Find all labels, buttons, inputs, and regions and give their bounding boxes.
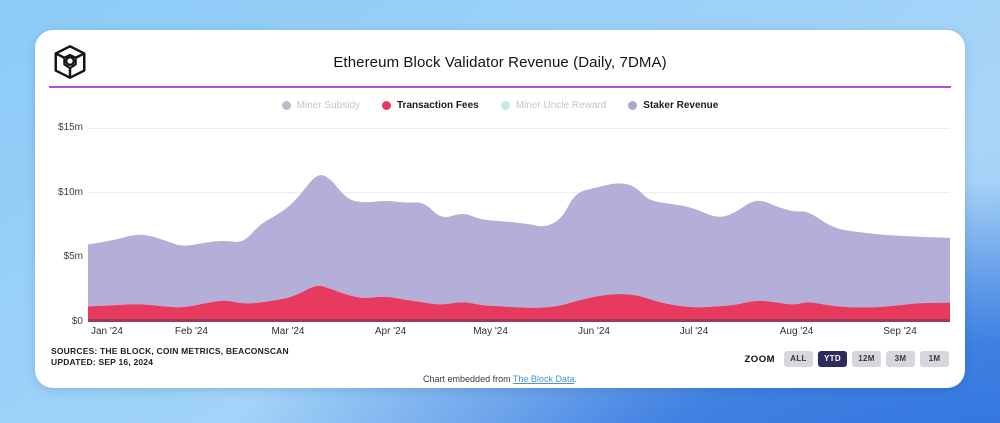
- x-tick-label: Jun '24: [578, 326, 610, 337]
- x-tick-label: Mar '24: [271, 326, 305, 337]
- legend-item-staker-revenue[interactable]: Staker Revenue: [628, 100, 718, 111]
- the-block-logo-icon[interactable]: [51, 43, 89, 81]
- y-tick-label: $5m: [63, 251, 83, 263]
- embed-text: Chart embedded from: [423, 374, 513, 384]
- x-tick-label: Sep '24: [883, 326, 917, 337]
- zoom-button-12m[interactable]: 12M: [852, 351, 881, 367]
- x-tick-label: Jan '24: [90, 326, 123, 337]
- legend-item-miner-uncle-reward[interactable]: Miner Uncle Reward: [500, 100, 607, 111]
- zoom-button-3m[interactable]: 3M: [886, 351, 915, 367]
- legend-item-label: Transaction Fees: [397, 100, 479, 111]
- legend-item-transaction-fees[interactable]: Transaction Fees: [382, 100, 479, 111]
- legend: Miner Subsidy Transaction Fees Miner Uncle…: [35, 100, 965, 111]
- y-tick-label: $15m: [57, 122, 83, 133]
- embed-attribution: Chart embedded from The Block Data.: [35, 374, 965, 384]
- zoom-label: ZOOM: [744, 353, 775, 365]
- legend-item-label: Miner Uncle Reward: [515, 100, 607, 111]
- area-chart-plot[interactable]: [88, 128, 950, 322]
- transaction-fees-area: [88, 285, 950, 322]
- updated-line: UPDATED: SEP 16, 2024: [51, 357, 154, 367]
- x-axis-baseline: [88, 319, 950, 322]
- zoom-button-all[interactable]: ALL: [784, 351, 813, 367]
- chart-card: Ethereum Block Validator Revenue (Daily,…: [35, 30, 965, 388]
- legend-dot-icon: [281, 101, 291, 110]
- embed-suffix: .: [574, 374, 577, 384]
- x-tick-label: Feb '24: [174, 326, 208, 337]
- x-tick-label: May '24: [473, 326, 508, 337]
- x-tick-label: Jul '24: [679, 326, 709, 337]
- legend-item-label: Miner Subsidy: [296, 100, 360, 111]
- page-title: Ethereum Block Validator Revenue (Daily,…: [333, 54, 667, 71]
- sources-note: SOURCES: THE BLOCK, COIN METRICS, BEACON…: [51, 346, 289, 368]
- zoom-button-ytd[interactable]: YTD: [818, 351, 847, 367]
- accent-divider: [49, 86, 951, 88]
- y-tick-label: $10m: [57, 186, 83, 198]
- legend-item-miner-subsidy[interactable]: Miner Subsidy: [281, 100, 360, 111]
- zoom-controls: ZOOM ALL YTD 12M 3M 1M: [744, 351, 949, 367]
- embed-link[interactable]: The Block Data: [512, 374, 575, 384]
- y-axis-labels: $0 $5m $10m $15m: [49, 30, 83, 388]
- stacked-area-chart: [88, 128, 950, 322]
- x-axis-labels: Jan '24 Feb '24 Mar '24 Apr '24 May '24 Jun '…: [88, 326, 950, 340]
- legend-dot-icon: [500, 101, 510, 110]
- y-tick-label: $0: [71, 316, 83, 327]
- legend-dot-icon: [382, 101, 391, 110]
- zoom-button-group: ALL YTD 12M 3M 1M: [784, 351, 949, 367]
- staker-revenue-area: [88, 174, 950, 308]
- x-tick-label: Aug '24: [779, 326, 814, 337]
- x-tick-label: Apr '24: [374, 326, 407, 337]
- sources-line: SOURCES: THE BLOCK, COIN METRICS, BEACON…: [51, 346, 289, 356]
- zoom-button-1m[interactable]: 1M: [920, 351, 949, 367]
- legend-item-label: Staker Revenue: [643, 100, 719, 111]
- legend-dot-icon: [628, 101, 638, 110]
